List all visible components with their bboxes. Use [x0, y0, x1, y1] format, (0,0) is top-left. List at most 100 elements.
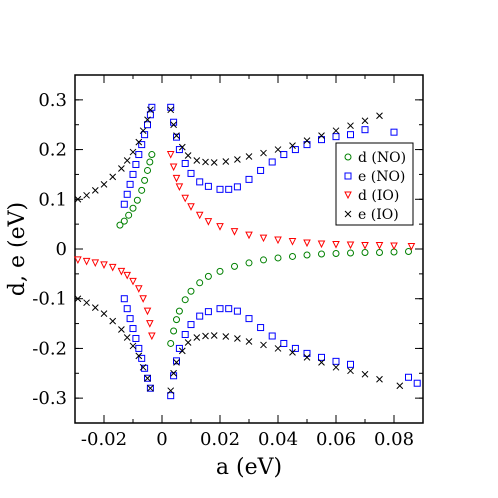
- data-point-e-io: [234, 335, 241, 342]
- data-point-d-io: [169, 163, 178, 172]
- data-point-e-no: [303, 141, 311, 149]
- data-point-e-io: [303, 137, 311, 144]
- data-point-e-io: [289, 142, 296, 149]
- data-point-e-no: [280, 151, 288, 159]
- data-point-e-no: [280, 339, 288, 347]
- data-point-d-io: [146, 320, 154, 328]
- data-point-e-io: [170, 121, 177, 129]
- data-point-e-no: [413, 379, 421, 387]
- data-point-d-io: [195, 211, 204, 220]
- data-point-e-io: [347, 122, 354, 130]
- data-point-e-io: [193, 157, 201, 164]
- data-point-e-no: [196, 178, 204, 186]
- data-point-e-no: [173, 357, 180, 365]
- legend-label-d-io: d (IO): [358, 188, 399, 204]
- data-point-d-no: [138, 186, 146, 194]
- x-tick-label: 0.08: [374, 429, 414, 450]
- data-point-d-no: [347, 249, 354, 257]
- data-point-e-no: [181, 331, 189, 339]
- data-point-d-io: [407, 243, 416, 251]
- data-point-e-io: [173, 132, 180, 140]
- data-point-d-no: [175, 307, 183, 315]
- data-point-e-no: [291, 146, 299, 154]
- data-point-d-io: [259, 234, 268, 243]
- legend-label-e-no: e (NO): [358, 169, 405, 185]
- y-tick-label: 0: [56, 239, 67, 260]
- data-point-e-no: [146, 384, 154, 392]
- data-point-d-io: [204, 218, 213, 226]
- data-point-e-io: [167, 106, 175, 114]
- data-point-d-no: [167, 339, 175, 347]
- data-point-e-io: [109, 173, 117, 181]
- data-point-d-io: [129, 277, 137, 286]
- data-point-e-io: [202, 332, 209, 340]
- data-point-e-io: [173, 358, 180, 366]
- data-point-e-io: [222, 333, 230, 340]
- data-point-e-no: [123, 305, 131, 313]
- data-point-e-io: [129, 148, 137, 156]
- data-point-e-io: [91, 186, 99, 194]
- data-point-e-io: [83, 299, 90, 307]
- data-point-d-no: [196, 279, 204, 287]
- data-point-d-io: [139, 295, 147, 303]
- data-point-e-io: [210, 159, 218, 166]
- data-point-d-no: [332, 249, 340, 257]
- data-point-d-io: [274, 236, 282, 245]
- data-point-e-no: [126, 315, 134, 323]
- data-point-d-no: [289, 252, 296, 260]
- data-point-e-io: [318, 132, 325, 140]
- data-point-e-no: [175, 344, 183, 352]
- data-point-d-io: [172, 174, 181, 183]
- y-tick-label: -0.3: [32, 388, 67, 409]
- data-point-e-io: [74, 195, 82, 203]
- legend-marker-e-no: [344, 172, 352, 180]
- data-point-e-io: [184, 152, 192, 159]
- data-point-e-no: [120, 295, 128, 303]
- y-axis-title: d, e (eV): [5, 202, 30, 296]
- y-tick-label: 0.3: [38, 90, 67, 111]
- data-point-e-no: [173, 133, 180, 141]
- y-tick-label: -0.1: [32, 289, 67, 310]
- data-point-d-no: [148, 151, 156, 159]
- data-point-e-no: [390, 128, 398, 136]
- data-point-d-no: [274, 254, 282, 262]
- data-point-e-no: [225, 305, 233, 313]
- legend-box: [335, 142, 414, 226]
- data-point-d-io: [317, 240, 326, 249]
- data-point-e-no: [303, 349, 311, 357]
- data-point-e-io: [178, 143, 186, 151]
- legend-marker-d-no: [344, 153, 352, 161]
- data-point-e-io: [147, 384, 154, 392]
- data-point-e-no: [216, 305, 224, 313]
- data-point-e-no: [129, 170, 137, 178]
- data-point-e-no: [347, 131, 354, 139]
- legend-label-e-io: e (IO): [358, 207, 399, 223]
- data-point-d-no: [133, 196, 141, 204]
- data-point-e-io: [170, 369, 177, 377]
- legend: d (NO) e (NO) d (IO) e (IO): [335, 142, 414, 226]
- data-point-e-no: [216, 185, 224, 193]
- data-point-e-io: [135, 352, 143, 360]
- data-point-e-no: [225, 185, 233, 193]
- data-point-e-no: [126, 180, 134, 188]
- data-point-d-no: [260, 256, 267, 264]
- data-point-e-no: [129, 325, 137, 333]
- data-point-e-no: [187, 169, 195, 177]
- data-point-d-io: [230, 228, 239, 236]
- data-point-e-io: [144, 116, 151, 124]
- data-point-e-no: [405, 373, 412, 381]
- data-point-d-io: [361, 242, 369, 250]
- data-point-d-no: [245, 259, 253, 267]
- data-point-d-io: [117, 267, 126, 276]
- data-point-e-io: [260, 341, 267, 349]
- data-point-e-no: [167, 392, 175, 400]
- data-point-d-io: [216, 223, 224, 231]
- data-point-e-no: [268, 158, 276, 166]
- data-point-e-no: [148, 103, 156, 111]
- legend-marker-d-io: [344, 191, 352, 200]
- data-point-d-no: [120, 217, 128, 225]
- data-point-d-io: [245, 231, 253, 240]
- data-point-e-io: [234, 156, 241, 163]
- data-point-e-no: [204, 308, 212, 316]
